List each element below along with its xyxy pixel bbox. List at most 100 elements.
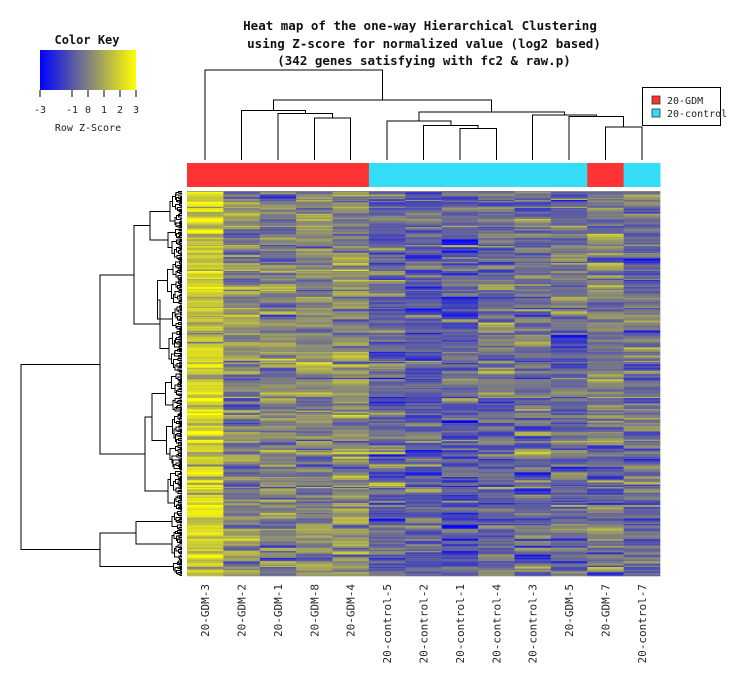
heatmap-cell (514, 551, 552, 553)
heatmap-cell (478, 373, 515, 375)
heatmap-cell (259, 293, 297, 295)
heatmap-cell (405, 215, 442, 218)
heatmap-cell (223, 312, 261, 315)
heatmap-cell (296, 255, 333, 257)
heatmap-cell (259, 369, 297, 372)
heatmap-cell (259, 301, 297, 303)
heatmap-cell (478, 363, 515, 365)
heatmap-cell (441, 290, 479, 292)
heatmap-cell (441, 479, 479, 481)
heatmap-cell (332, 491, 370, 493)
heatmap-cell (405, 508, 442, 510)
heatmap-cell (405, 337, 442, 339)
heatmap-cell (296, 568, 333, 570)
heatmap-cell (187, 399, 224, 401)
heatmap-cell (623, 277, 661, 280)
heatmap-cell (441, 569, 479, 571)
heatmap-cell (514, 462, 552, 464)
heatmap-cell (368, 266, 406, 268)
heatmap-cell (259, 236, 297, 238)
legend-label-gdm: 20-GDM (667, 96, 703, 107)
heatmap-cell (296, 312, 333, 315)
heatmap-cell (332, 308, 370, 310)
heatmap-cell (296, 475, 333, 478)
heatmap-cell (587, 546, 624, 549)
heatmap-cell (332, 318, 370, 320)
heatmap-cell (623, 555, 661, 558)
heatmap-cell (368, 313, 406, 316)
heatmap-cell (514, 340, 552, 343)
heatmap-cell (623, 318, 661, 320)
heatmap-cell (223, 424, 261, 426)
heatmap-cell (587, 195, 624, 197)
heatmap-cell (514, 510, 552, 513)
heatmap-cell (332, 556, 370, 559)
heatmap-cell (368, 359, 406, 362)
heatmap-cell (405, 281, 442, 283)
heatmap-cell (296, 241, 333, 244)
heatmap-cell (441, 371, 479, 373)
heatmap-cell (332, 395, 370, 398)
heatmap-cell (405, 326, 442, 328)
heatmap-cell (514, 225, 552, 228)
heatmap-cell (623, 566, 661, 569)
heatmap-cell (623, 192, 661, 194)
heatmap-cell (368, 357, 406, 360)
heatmap-cell (259, 509, 297, 512)
heatmap-cell (514, 230, 552, 232)
column-dendrogram-branch (313, 117, 352, 160)
heatmap-cell (296, 300, 333, 302)
heatmap-cell (332, 197, 370, 200)
heatmap-cell (623, 221, 661, 223)
heatmap-cell (514, 489, 552, 491)
heatmap-cell (223, 205, 261, 208)
row-dendrogram-branch (179, 404, 182, 407)
heatmap-cell (441, 260, 479, 263)
heatmap-cell (187, 427, 224, 429)
row-dendrogram-branch (179, 238, 182, 242)
heatmap-cell (187, 249, 224, 251)
heatmap-cell (259, 537, 297, 540)
heatmap-cell (296, 372, 333, 374)
row-dendrogram-branch (151, 393, 167, 441)
heatmap-cell (405, 470, 442, 472)
heatmap-cell (405, 546, 442, 549)
heatmap-cell (441, 214, 479, 217)
heatmap-cell (623, 500, 661, 503)
heatmap-cell (405, 481, 442, 483)
heatmap-cell (296, 333, 333, 336)
heatmap-cell (368, 210, 406, 212)
heatmap-cell (623, 385, 661, 388)
heatmap-cell (514, 503, 552, 506)
heatmap-cell (332, 462, 370, 464)
heatmap-cell (223, 460, 261, 462)
heatmap-cell (550, 555, 588, 558)
heatmap-cell (478, 573, 515, 576)
heatmap-cell (405, 407, 442, 409)
heatmap-cell (550, 257, 588, 259)
heatmap-cell (587, 521, 624, 524)
heatmap-cell (296, 194, 333, 196)
heatmap-cell (478, 303, 515, 305)
heatmap-cell (441, 436, 479, 438)
heatmap-cell (587, 508, 624, 510)
heatmap-cell (550, 502, 588, 505)
heatmap-cell (514, 456, 552, 459)
heatmap-cell (296, 332, 333, 335)
heatmap-cell (223, 245, 261, 247)
heatmap-cell (223, 224, 261, 227)
heatmap-cell (187, 264, 224, 266)
heatmap-cell (259, 315, 297, 318)
heatmap-cell (368, 385, 406, 388)
heatmap-cell (478, 444, 515, 446)
row-dendrogram-branch (180, 289, 182, 292)
heatmap-cell (478, 458, 515, 461)
heatmap-cell (259, 287, 297, 290)
heatmap-cell (514, 457, 552, 460)
heatmap-cell (514, 255, 552, 257)
heatmap-cell (187, 304, 224, 307)
heatmap-cell (550, 336, 588, 338)
heatmap-cell (587, 322, 624, 325)
heatmap-cell (623, 382, 661, 384)
heatmap-cell (332, 503, 370, 506)
